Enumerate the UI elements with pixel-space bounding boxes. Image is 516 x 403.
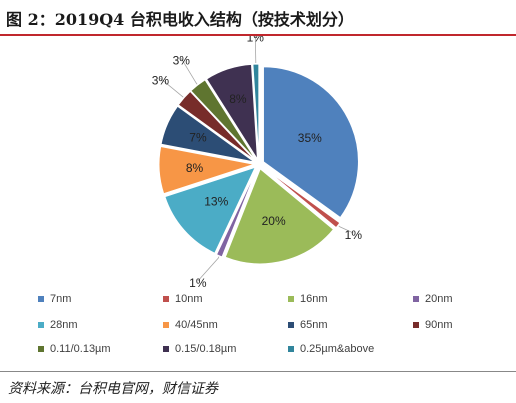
- pie-chart: 35% 1% 20% 1% 13% 8% 7% 3%3% 8% 1% 7nm 10nm 16nm 20n…: [38, 36, 453, 355]
- figure-title-bar: 图 2：2019Q4 台积电收入结构（按技术划分）: [0, 0, 516, 34]
- legend-item: 10nm: [163, 293, 203, 305]
- pie-slices: [158, 63, 359, 265]
- leader-line: [180, 58, 198, 85]
- pie-slice-0-11-0-13-m: [190, 79, 257, 161]
- leader-line: [254, 36, 257, 64]
- legend-item: 90nm: [413, 319, 453, 331]
- slice-label: 1%: [247, 36, 265, 44]
- legend-label: 28nm: [50, 319, 78, 331]
- legend-swatch: [163, 346, 169, 352]
- pie-slice-16nm: [224, 168, 335, 265]
- legend-item: 0.15/0.18µm: [163, 343, 236, 355]
- slice-label: 8%: [186, 161, 204, 175]
- legend: 7nm 10nm 16nm 20nm 28nm 40/45nm 65nm 90nm 0.11/0…: [38, 293, 453, 355]
- slice-label: 1%: [189, 276, 207, 290]
- legend-swatch: [163, 296, 169, 302]
- slice-label: 20%: [262, 214, 286, 228]
- slice-label: 8%: [229, 92, 247, 106]
- slice-label: 3%: [152, 73, 170, 87]
- slice-label: 35%: [298, 131, 322, 145]
- legend-swatch: [288, 346, 294, 352]
- pie-slice-10nm: [262, 166, 341, 229]
- pie-slice-7nm: [262, 66, 359, 219]
- legend-label: 40/45nm: [175, 319, 218, 331]
- leader-line: [338, 225, 354, 234]
- legend-item: 28nm: [38, 319, 78, 331]
- legend-swatch: [413, 322, 419, 328]
- pie-slice-0-15-0-18-m: [205, 63, 258, 160]
- legend-item: 0.11/0.13µm: [38, 343, 111, 355]
- legend-label: 16nm: [300, 293, 328, 305]
- pie-slice-0-25-m-above: [252, 63, 260, 160]
- legend-swatch: [38, 346, 44, 352]
- legend-label: 65nm: [300, 319, 328, 331]
- slice-label: 13%: [204, 195, 228, 209]
- legend-label: 0.15/0.18µm: [175, 343, 236, 355]
- legend-item: 16nm: [288, 293, 328, 305]
- slice-label: 1%: [345, 228, 363, 242]
- legend-item: 40/45nm: [163, 319, 218, 331]
- legend-label: 20nm: [425, 293, 453, 305]
- legend-swatch: [163, 322, 169, 328]
- pie-slice-28nm: [164, 166, 257, 254]
- legend-label: 7nm: [50, 293, 71, 305]
- source-note: 资料来源：台积电官网，财信证券: [8, 381, 218, 397]
- label-leader-lines: [160, 36, 354, 282]
- legend-swatch: [288, 322, 294, 328]
- leader-line: [197, 256, 220, 282]
- legend-swatch: [288, 296, 294, 302]
- source-rule: [0, 371, 516, 372]
- legend-item: 0.25µm&above: [288, 343, 374, 355]
- pie-slice-20nm: [215, 168, 258, 258]
- figure-caption: 图 2：2019Q4 台积电收入结构（按技术划分）: [6, 10, 354, 29]
- slice-label: 7%: [189, 131, 207, 145]
- leader-line: [160, 78, 184, 98]
- legend-swatch: [38, 296, 44, 302]
- legend-item: 65nm: [288, 319, 328, 331]
- legend-label: 0.25µm&above: [300, 343, 374, 355]
- legend-item: 20nm: [413, 293, 453, 305]
- legend-item: 7nm: [38, 293, 71, 305]
- slice-labels: 35% 1% 20% 1% 13% 8% 7% 3%3% 8% 1%: [152, 36, 363, 290]
- title-rule: [0, 34, 516, 36]
- legend-label: 10nm: [175, 293, 203, 305]
- legend-label: 90nm: [425, 319, 453, 331]
- legend-label: 0.11/0.13µm: [50, 343, 111, 355]
- legend-swatch: [38, 322, 44, 328]
- pie-slice-40-45nm: [158, 145, 255, 195]
- pie-slice-90nm: [177, 90, 256, 162]
- pie-slice-65nm: [160, 105, 255, 163]
- legend-swatch: [413, 296, 419, 302]
- slice-label: 3%: [173, 53, 191, 67]
